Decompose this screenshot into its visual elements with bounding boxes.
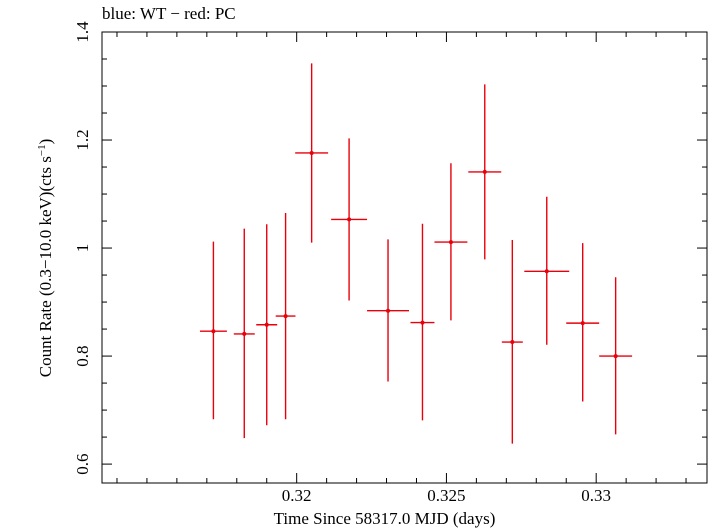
- x-axis-label: Time Since 58317.0 MJD (days): [273, 509, 496, 528]
- data-point: [199, 241, 227, 420]
- data-point: [256, 224, 278, 426]
- data-point: [295, 63, 329, 243]
- data-point: [275, 212, 296, 420]
- point-marker: [482, 169, 487, 174]
- x-tick-label: 0.325: [427, 486, 465, 505]
- point-marker: [580, 321, 585, 326]
- point-marker: [448, 240, 453, 245]
- y-axis-label-end: ): [36, 139, 55, 145]
- y-axis-ticks: 0.6 0.8 1 1.2 1.4: [73, 21, 707, 475]
- point-marker: [386, 308, 391, 313]
- data-point: [566, 243, 600, 402]
- data-point: [501, 239, 523, 444]
- x-tick-label: 0.32: [282, 486, 312, 505]
- y-axis-label: Count Rate (0.3−10.0 keV)(cts s−1): [36, 139, 55, 378]
- point-marker: [242, 331, 247, 336]
- y-tick-label: 0.6: [73, 453, 92, 474]
- point-marker: [420, 320, 425, 325]
- data-point: [331, 138, 368, 301]
- point-marker: [510, 340, 515, 345]
- x-tick-label: 0.33: [581, 486, 611, 505]
- data-point: [367, 239, 409, 382]
- y-tick-label: 0.8: [73, 345, 92, 366]
- data-point: [524, 196, 570, 345]
- point-marker: [544, 269, 549, 274]
- data-point: [233, 228, 255, 439]
- data-points: [199, 63, 633, 444]
- data-point: [410, 223, 435, 421]
- y-axis-label-superscript: −1: [36, 144, 48, 156]
- chart-title: blue: WT − red: PC: [102, 4, 236, 23]
- y-tick-label: 1.2: [73, 129, 92, 150]
- y-tick-label: 1: [73, 244, 92, 253]
- y-tick-label: 1.4: [73, 21, 92, 43]
- point-marker: [347, 217, 352, 222]
- point-marker: [309, 150, 314, 155]
- data-point: [434, 163, 468, 321]
- y-axis-label-main: Count Rate (0.3−10.0 keV)(cts s: [36, 156, 55, 377]
- plot-frame: [101, 31, 708, 484]
- data-point: [468, 84, 502, 260]
- data-point: [599, 277, 633, 435]
- point-marker: [264, 322, 269, 327]
- point-marker: [211, 329, 216, 334]
- point-marker: [613, 354, 618, 359]
- point-marker: [283, 314, 288, 319]
- x-axis-ticks: 0.32 0.325 0.33: [116, 32, 687, 505]
